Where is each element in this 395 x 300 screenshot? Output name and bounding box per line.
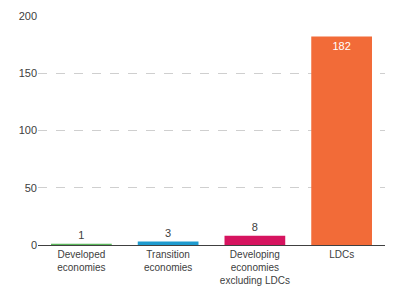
svg-text:150: 150	[19, 67, 37, 79]
svg-text:1: 1	[78, 229, 84, 241]
svg-text:50: 50	[25, 182, 37, 194]
svg-text:3: 3	[165, 227, 171, 239]
svg-text:0: 0	[31, 239, 37, 251]
svg-text:182: 182	[332, 40, 350, 52]
svg-text:LDCs: LDCs	[329, 249, 354, 260]
svg-text:Developedeconomies: Developedeconomies	[57, 249, 105, 273]
svg-text:100: 100	[19, 124, 37, 136]
svg-text:Transitioneconomies: Transitioneconomies	[144, 249, 192, 273]
svg-text:200: 200	[19, 10, 37, 22]
svg-text:Developingeconomiesexcluding L: Developingeconomiesexcluding LDCs	[220, 249, 290, 286]
svg-text:8: 8	[252, 221, 258, 233]
